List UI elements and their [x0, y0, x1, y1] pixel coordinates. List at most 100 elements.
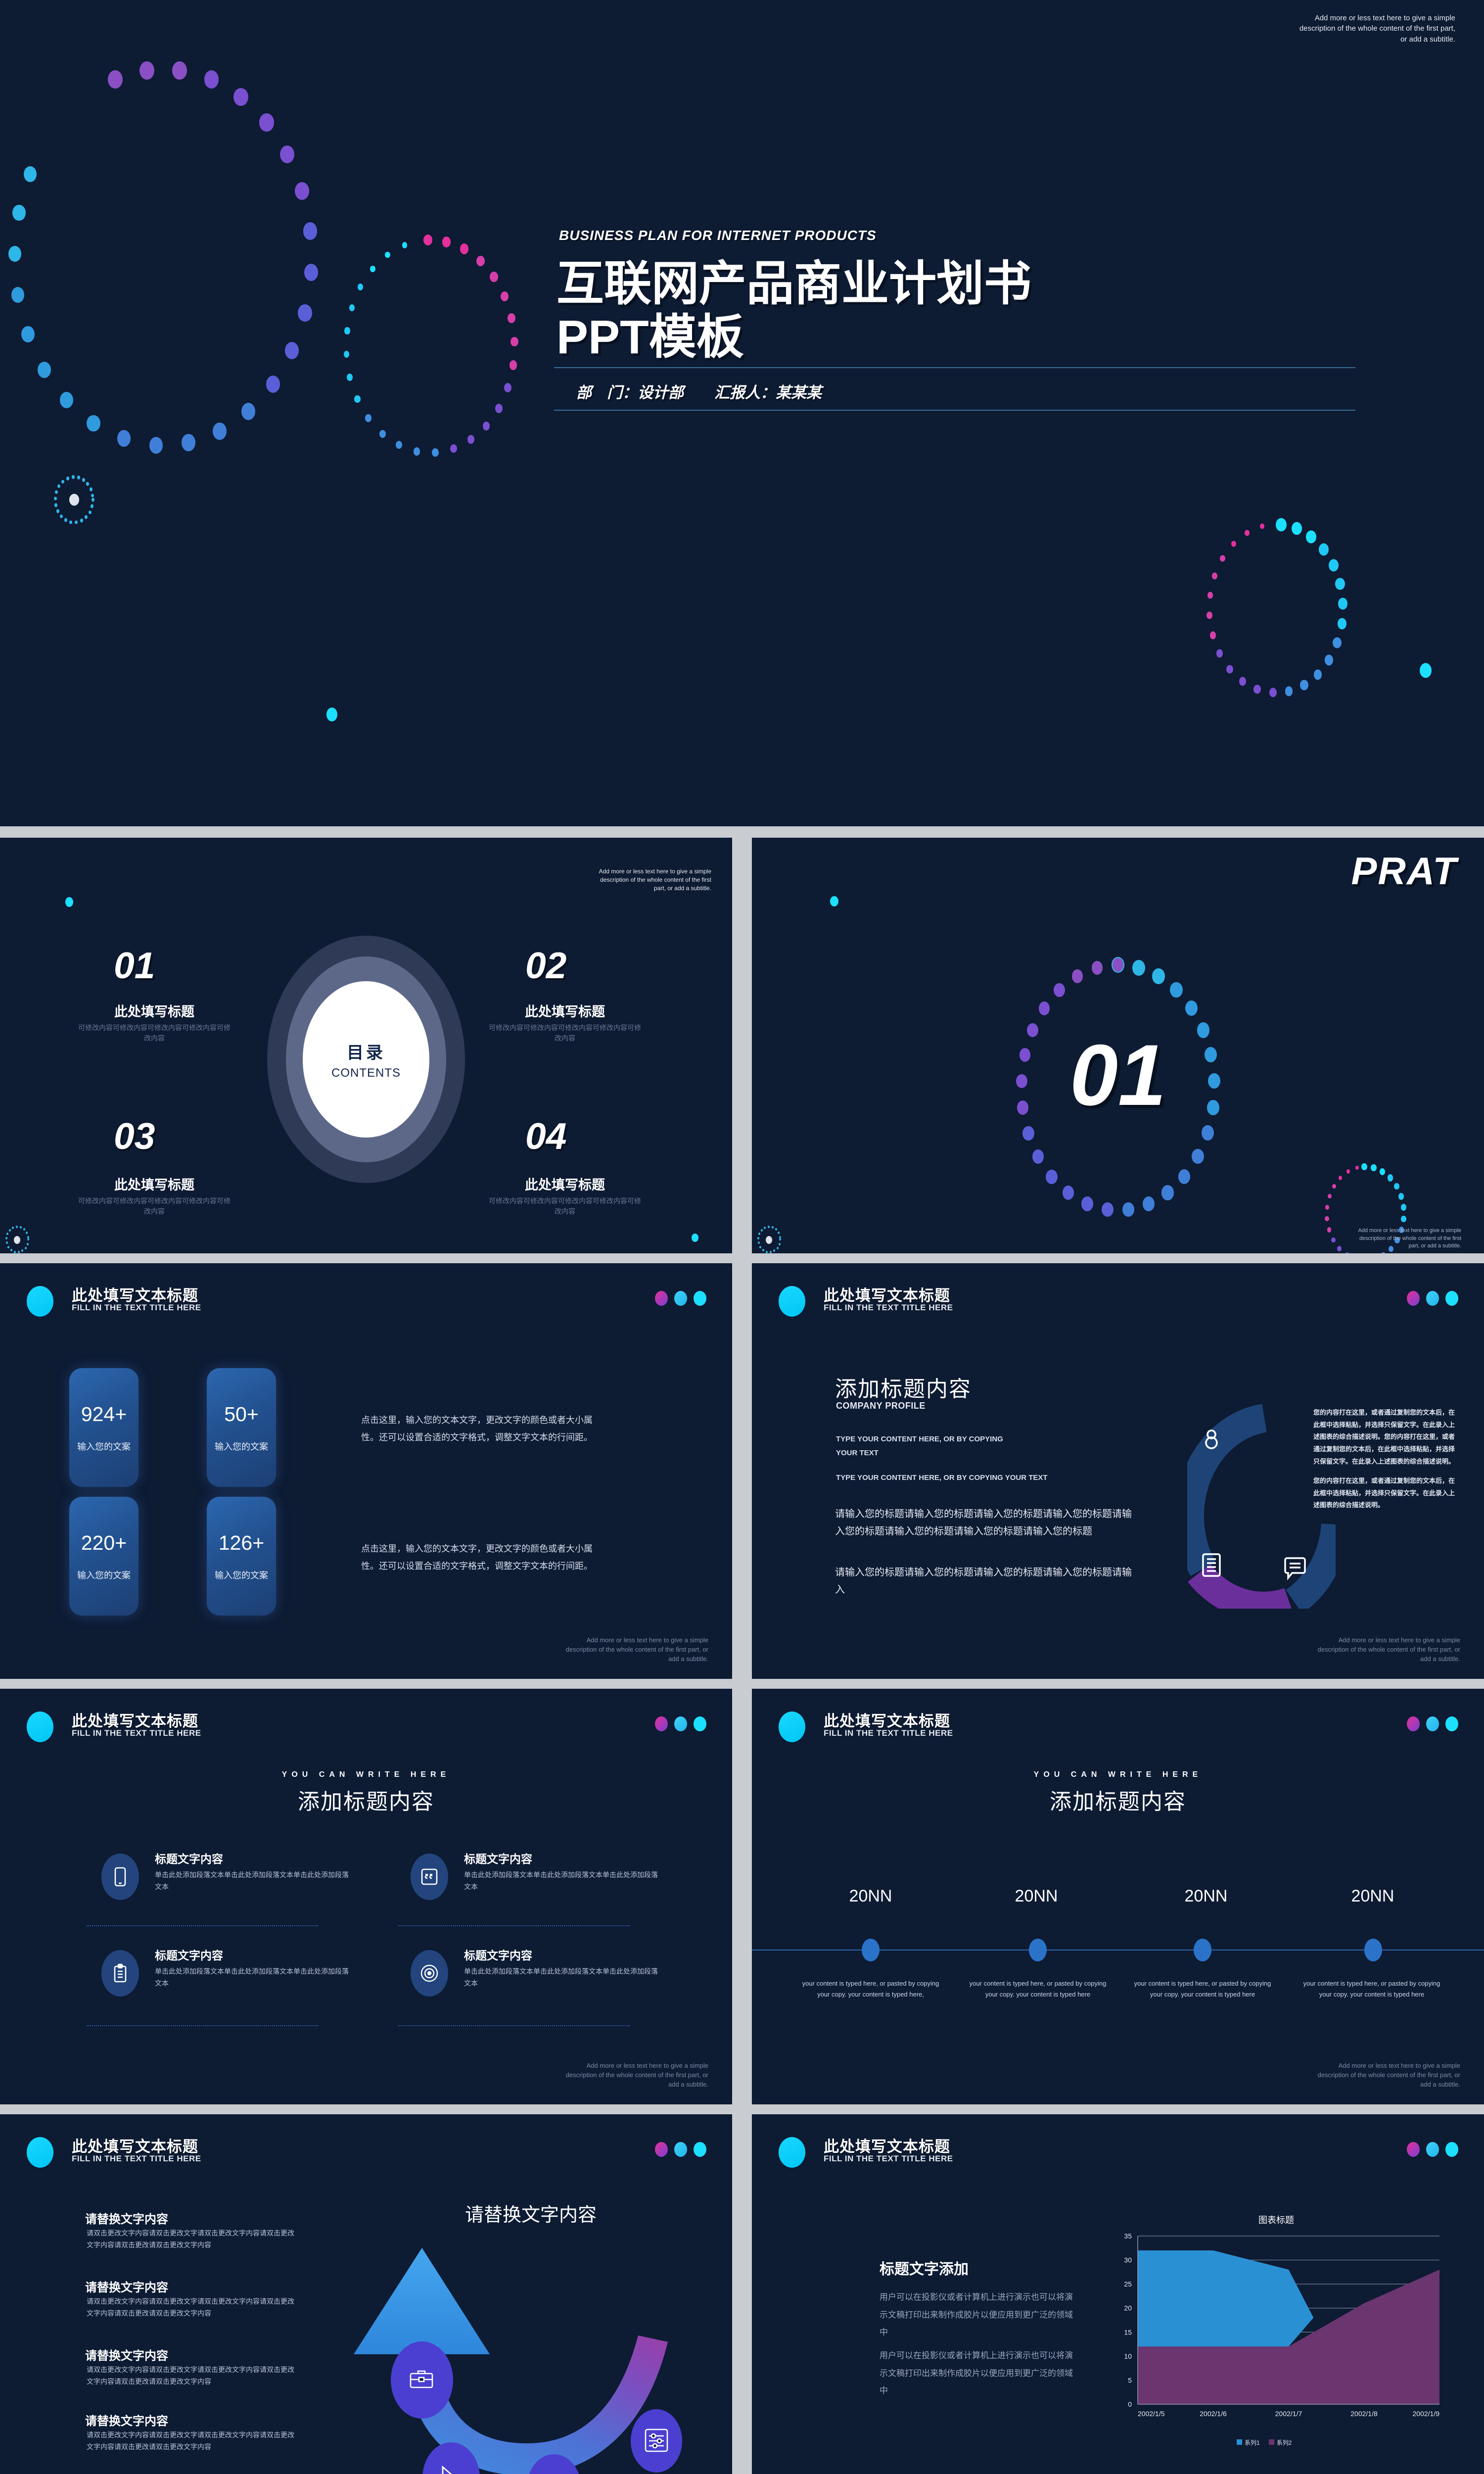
contents-number: 01	[114, 945, 155, 986]
dot-blue-icon	[674, 1716, 687, 1731]
arrow-node-2	[422, 2442, 480, 2474]
header-bullet-icon	[779, 1712, 805, 1742]
header-bullet-icon	[27, 1286, 53, 1317]
header-dots	[655, 1716, 706, 1731]
decor-ring-dot	[1393, 1183, 1399, 1190]
feature-divider	[87, 2025, 318, 2026]
mobile-phone-icon	[101, 1854, 139, 1900]
decor-ring-dot	[476, 255, 485, 266]
stat-value: 220+	[81, 1531, 127, 1554]
hero-rule-bottom	[554, 410, 1355, 411]
decor-ring-dot	[233, 88, 248, 106]
decor-ring-dot	[1338, 598, 1348, 610]
arrow-head	[354, 2248, 490, 2354]
decor-ring-dot	[769, 1251, 772, 1253]
arrow-item-title: 请替换文字内容	[85, 2281, 168, 2294]
document-icon	[1202, 1553, 1221, 1577]
decor-ring-dot	[759, 1245, 762, 1248]
decor-ring-dot	[442, 237, 451, 247]
contents-center-cn: 目录	[347, 1043, 385, 1062]
decor-ring-dot	[55, 490, 58, 494]
header-title-cn: 此处填写文本标题	[72, 2138, 198, 2155]
timeline-node	[1194, 1939, 1211, 1961]
decor-ring-dot	[91, 493, 94, 498]
decor-ring-dot	[500, 291, 509, 302]
decor-ring-dot	[1401, 1215, 1406, 1222]
stat-card[interactable]: 924+ 输入您的文案	[69, 1368, 139, 1487]
header-title-en: FILL IN THE TEXT TITLE HERE	[824, 2154, 953, 2163]
feature-desc: 单击此处添加段落文本单击此处添加段落文本单击此处添加段落文本	[155, 1871, 349, 1891]
decor-ring-dot	[1216, 649, 1223, 658]
header-title-cn: 此处填写文本标题	[72, 1713, 198, 1730]
decor-ring-dot	[1306, 530, 1317, 544]
stat-card[interactable]: 220+ 输入您的文案	[69, 1497, 139, 1616]
decor-ring-dot	[1381, 1252, 1386, 1253]
decor-ring-dot	[757, 1237, 760, 1240]
contents-center-label: 目录 CONTENTS	[303, 981, 429, 1138]
decor-ring-dot	[61, 479, 65, 483]
svg-text:30: 30	[1124, 2256, 1132, 2264]
decor-ring-dot	[343, 350, 350, 358]
profile-donut-chart	[1187, 1404, 1336, 1609]
stat-label: 输入您的文案	[215, 1441, 268, 1452]
decor-ring-dot	[1112, 958, 1123, 972]
header-title-cn: 此处填写文本标题	[824, 2138, 950, 2155]
contents-ring-inner	[303, 981, 429, 1138]
decor-ring-dot	[204, 70, 219, 89]
decor-ring-center-dot	[766, 1236, 772, 1244]
timeline-node	[862, 1939, 880, 1961]
timeline-desc: your content is typed here, or pasted by…	[1303, 1980, 1440, 1998]
timeline-year: 20NN	[1015, 1887, 1058, 1905]
decor-ring-center-dot	[69, 494, 79, 506]
stat-card[interactable]: 126+ 输入您的文案	[207, 1497, 276, 1616]
decor-ring-dot	[365, 414, 371, 423]
header-bullet-icon	[27, 2137, 53, 2168]
decor-ring-dot	[432, 448, 439, 457]
contents-item-desc: 可修改内容可修改内容可修改内容可修改内容可修改内容	[489, 1024, 641, 1042]
profile-title-cn: 添加标题内容	[835, 1377, 972, 1401]
decor-ring-dot	[241, 402, 255, 420]
header-title-en: FILL IN THE TEXT TITLE HERE	[72, 1728, 201, 1738]
dot-cyan-icon	[1445, 1291, 1458, 1306]
hero-meta: 部 门：设计部 汇报人：某某某	[576, 384, 822, 401]
decor-ring-dot	[773, 1249, 776, 1252]
chart-side-paragraph: 用户可以在投影仪或者计算机上进行演示也可以将演示文稿打印出来制作成胶片以便应用到…	[880, 2292, 1073, 2337]
decor-ring-dot	[60, 514, 63, 519]
decor-ring-dot	[87, 415, 100, 432]
decor-ring-dot	[66, 476, 69, 480]
person-icon	[1205, 1429, 1218, 1449]
decor-ring-dot	[88, 510, 92, 514]
decor-ring-dot	[1325, 1216, 1329, 1222]
decor-ring-dot	[8, 1229, 11, 1232]
header-title-en: FILL IN THE TEXT TITLE HERE	[72, 1303, 201, 1312]
decor-ring-dot	[460, 243, 469, 255]
dot-cyan-icon	[694, 1716, 706, 1731]
decor-ring-dot	[75, 520, 78, 524]
decor-ring-dot	[495, 403, 503, 413]
feature-desc: 单击此处添加段落文本单击此处添加段落文本单击此处添加段落文本	[155, 1967, 349, 1987]
svg-text:25: 25	[1124, 2280, 1132, 2288]
area-chart-plot: 0 5 10 15 20 25 30 35 2002/1/5 2002/1/6 2002/1/7 20…	[1124, 2232, 1439, 2418]
decor-ring-dot	[60, 391, 74, 409]
header-title-en: FILL IN THE TEXT TITLE HERE	[72, 2154, 201, 2163]
timeline-year: 20NN	[1351, 1887, 1394, 1905]
stats-paragraph: 点击这里，输入您的文本文字，更改文字的颜色或者大小属性。还可以设置合适的文字格式…	[361, 1544, 593, 1571]
stat-card[interactable]: 50+ 输入您的文案	[207, 1368, 276, 1487]
slide-timeline: 此处填写文本标题 FILL IN THE TEXT TITLE HERE YOU…	[752, 1689, 1484, 2104]
decor-ring-dot	[1328, 559, 1339, 571]
header-dots	[1407, 1291, 1458, 1306]
decor-ring-dot	[1206, 612, 1213, 619]
decor-ring-dot	[778, 1242, 781, 1245]
contents-number: 04	[525, 1115, 567, 1157]
decor-ring-dot	[1394, 1237, 1400, 1243]
decor-ring-dot	[85, 515, 88, 519]
decor-ring-dot	[1206, 1099, 1219, 1115]
slide-contents: Add more or less text here to give a sim…	[0, 838, 732, 1253]
decor-ring-dot	[767, 1225, 770, 1228]
decor-ring-dot	[1016, 1074, 1027, 1089]
decor-ring-dot	[358, 284, 364, 290]
contents-item-desc: 可修改内容可修改内容可修改内容可修改内容可修改内容	[78, 1024, 231, 1042]
decor-dot-cyan	[830, 896, 838, 906]
arrow-right-title: 请替换文字内容	[465, 2205, 597, 2226]
dot-magenta-icon	[655, 1291, 668, 1306]
